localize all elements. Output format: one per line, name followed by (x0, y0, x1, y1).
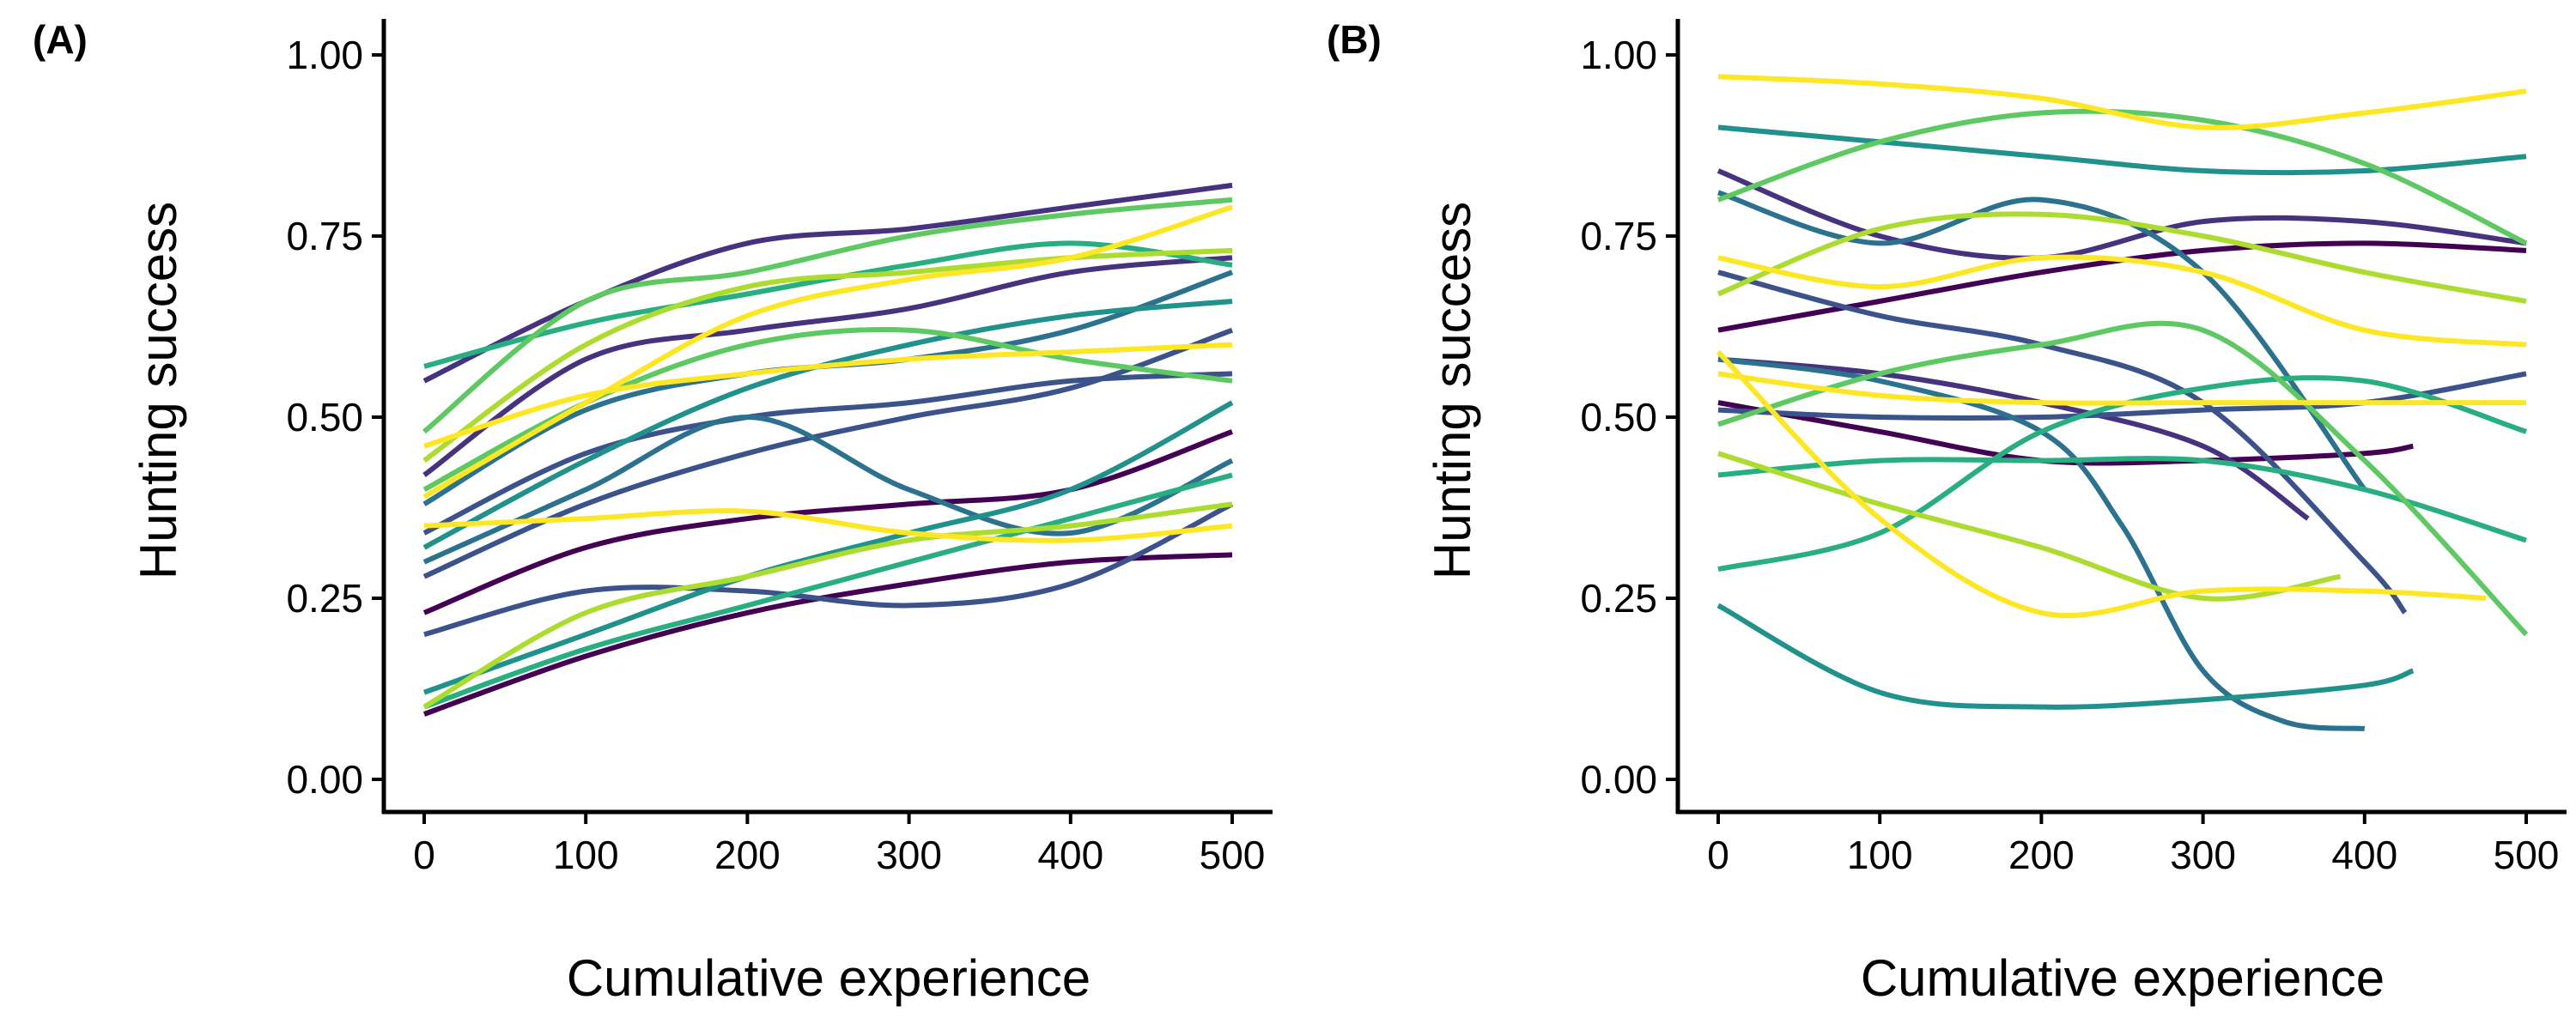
panel-label: (B) (1327, 17, 1382, 62)
y-tick-label: 0.50 (1580, 395, 1657, 439)
series-line-18 (423, 342, 1233, 449)
x-tick-label: 100 (1847, 833, 1913, 877)
series-line-11 (422, 400, 1234, 695)
x-axis-title: Cumulative experience (567, 949, 1091, 1007)
series-line-20 (422, 204, 1233, 500)
series-line-1 (1717, 400, 2414, 466)
x-tick-label: 100 (553, 833, 619, 877)
series-line-7 (422, 327, 1234, 579)
x-tick-label: 300 (876, 833, 942, 877)
series-line-5 (422, 371, 1233, 536)
y-tick-label: 0.75 (1580, 214, 1657, 258)
series-line-3 (1716, 168, 2527, 261)
series-line-9 (1716, 603, 2415, 710)
tick-layer: 0.00 0.25 0.50 0.75 1.00 0 100 200 300 400 500 (1580, 33, 2559, 877)
series-line-5 (1717, 270, 2408, 615)
series-line-8 (1717, 356, 2366, 731)
x-tick-label: 400 (2331, 833, 2397, 877)
x-tick-label: 0 (1707, 833, 1729, 877)
series-line-16 (1716, 211, 2527, 304)
series-line-13 (1716, 108, 2528, 246)
series-line-1 (422, 429, 1234, 615)
x-tick-label: 0 (413, 833, 435, 877)
x-tick-label: 200 (714, 833, 781, 877)
x-tick-label: 500 (1200, 833, 1266, 877)
panel-b: (B) 0.00 0.25 0.50 0.75 1.00 0 100 200 300 400 500… (1327, 17, 2567, 1007)
panel-label: (A) (33, 17, 88, 62)
y-tick-label: 0.00 (1580, 757, 1657, 802)
x-axis-title: Cumulative experience (1861, 949, 2385, 1007)
series-line-19 (1717, 254, 2527, 348)
series-line-18 (1716, 349, 2487, 619)
series-line-6 (1717, 371, 2527, 421)
y-tick-label: 1.00 (1580, 33, 1657, 77)
y-tick-label: 0.00 (286, 757, 363, 802)
series-line-17 (422, 501, 1233, 710)
series-line-13 (422, 472, 1233, 710)
y-axis-title: Hunting success (1424, 202, 1481, 579)
series-line-6 (423, 501, 1234, 638)
panel-a: (A) 0.00 0.25 0.50 0.75 1.00 0 100 200 300 400 500… (33, 17, 1273, 1007)
series-line-2 (1717, 240, 2527, 333)
series-line-7 (1717, 190, 2367, 492)
series-line-9 (422, 415, 1234, 565)
series-line-3 (422, 182, 1233, 384)
y-tick-label: 0.50 (286, 395, 363, 439)
series-line-4 (422, 255, 1233, 477)
y-tick-label: 0.25 (1580, 576, 1657, 621)
series-line-20 (1717, 371, 2526, 406)
series-line-11 (1717, 456, 2527, 543)
y-axis-title: Hunting success (130, 202, 187, 579)
series-line-10 (1717, 124, 2527, 176)
x-tick-label: 500 (2494, 833, 2560, 877)
series-layer (422, 182, 1234, 717)
series-line-14 (422, 197, 1233, 434)
x-tick-label: 200 (2008, 833, 2075, 877)
tick-layer: 0.00 0.25 0.50 0.75 1.00 0 100 200 300 400 500 (286, 33, 1265, 877)
series-layer (1716, 74, 2529, 731)
series-line-15 (1717, 451, 2342, 602)
x-tick-label: 300 (2170, 833, 2236, 877)
y-tick-label: 0.25 (286, 576, 363, 621)
x-tick-label: 400 (1037, 833, 1103, 877)
series-line-14 (1717, 320, 2529, 637)
series-line-17 (1717, 74, 2527, 130)
y-tick-label: 0.75 (286, 214, 363, 258)
series-line-12 (1717, 375, 2527, 573)
series-line-19 (423, 508, 1233, 543)
y-tick-label: 1.00 (286, 33, 363, 77)
